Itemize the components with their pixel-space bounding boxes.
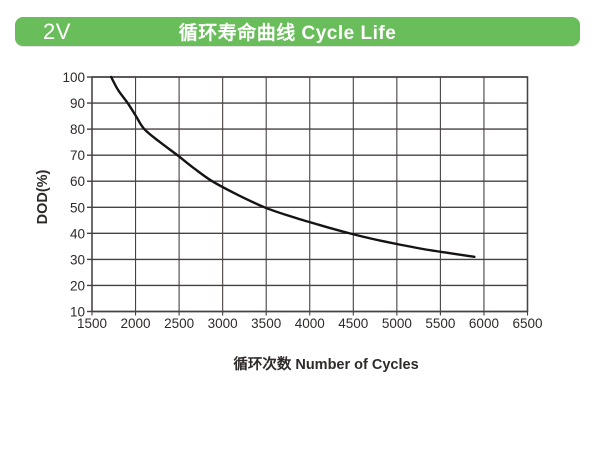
x-axis-title: 循环次数 Number of Cycles	[233, 355, 418, 373]
grid-layer	[87, 76, 529, 316]
x-tick-label: 5000	[382, 316, 412, 331]
curve-layer	[110, 75, 476, 258]
y-tick-label: 30	[70, 252, 85, 267]
y-tick-label: 70	[70, 148, 85, 163]
x-tick-label: 3000	[208, 316, 238, 331]
y-tick-label: 60	[70, 174, 85, 189]
chart-title: 循环寿命曲线 Cycle Life	[178, 23, 397, 44]
voltage-badge: 2V	[43, 18, 71, 44]
y-tick-label: 10	[70, 305, 85, 320]
header-bar: 2V 循环寿命曲线 Cycle Life	[15, 17, 580, 46]
y-axis-title: DOD(%)	[35, 169, 51, 224]
y-tick-label: 100	[62, 70, 85, 85]
x-tick-label: 2500	[164, 316, 194, 331]
y-tick-label: 90	[70, 96, 85, 111]
cycle-life-curve	[110, 75, 476, 258]
x-tick-label: 2000	[121, 316, 151, 331]
y-tick-label: 20	[70, 278, 85, 293]
x-tick-label: 4000	[295, 316, 325, 331]
x-tick-label: 1500	[77, 316, 107, 331]
y-tick-label: 40	[70, 226, 85, 241]
x-tick-label: 4500	[338, 316, 368, 331]
y-tick-label: 80	[70, 122, 85, 137]
x-tick-label: 6500	[512, 316, 542, 331]
y-tick-label: 50	[70, 200, 85, 215]
x-tick-label: 3500	[251, 316, 281, 331]
plot-border	[91, 76, 529, 313]
x-tick-label: 5500	[425, 316, 455, 331]
x-tick-label: 6000	[469, 316, 499, 331]
label-layer: 10 20 30 40 50 60 70 80 90 100 1500 2000 2500 3000 350…	[62, 70, 542, 331]
